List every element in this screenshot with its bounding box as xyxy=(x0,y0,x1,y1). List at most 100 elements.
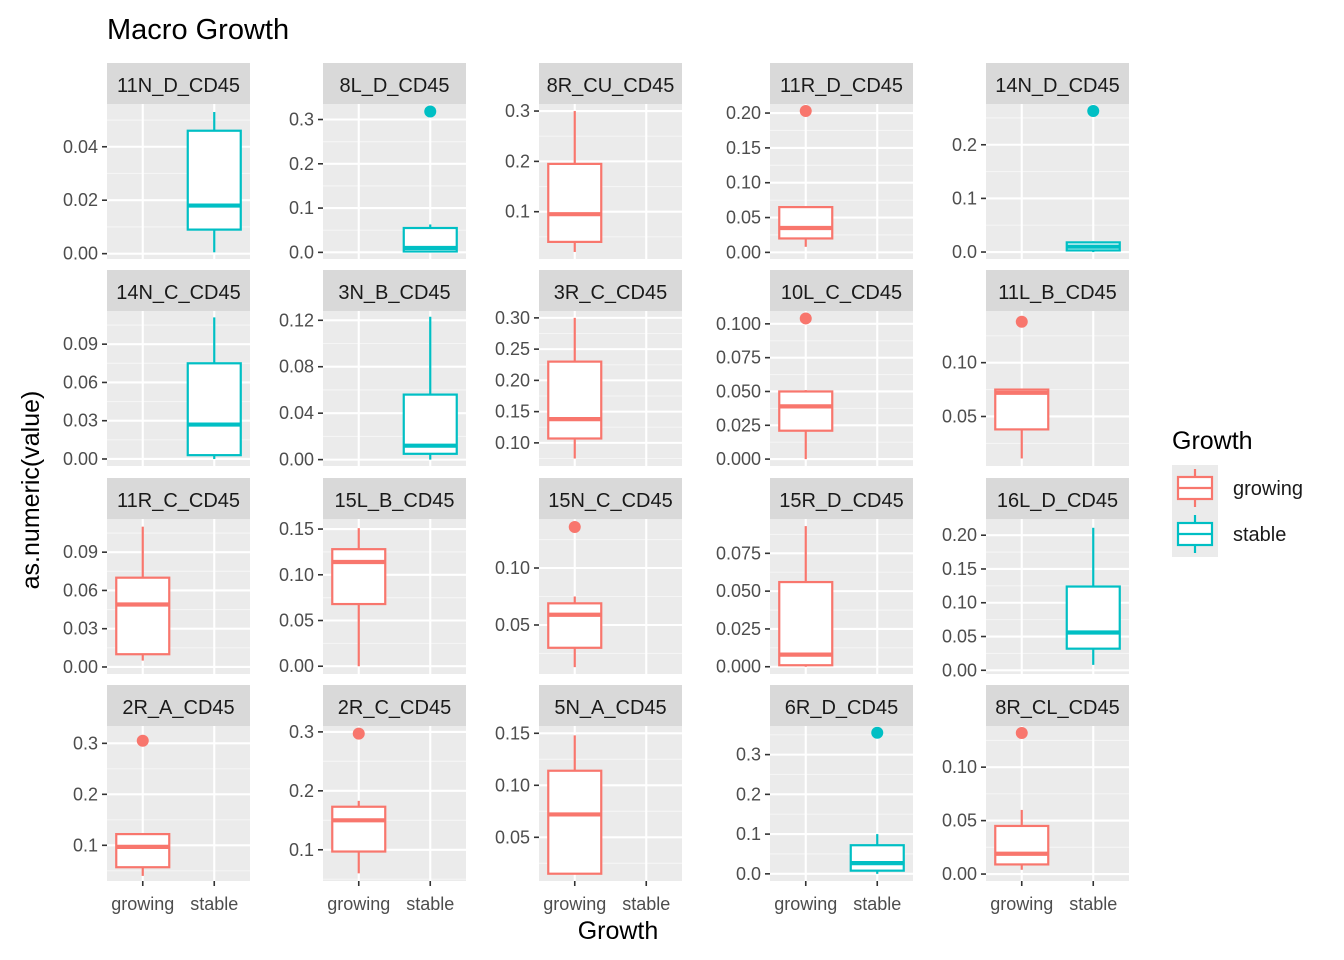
box-growing xyxy=(547,317,603,459)
y-tick-label: 0.075 xyxy=(716,348,761,368)
y-tick-label: 0.2 xyxy=(505,151,530,171)
y-tick-label: 0.00 xyxy=(63,657,98,677)
facet-strip xyxy=(986,270,1129,311)
panel-background xyxy=(986,104,1129,259)
facet-strip-label: 14N_D_CD45 xyxy=(995,75,1120,97)
y-tick-label: 0.2 xyxy=(73,784,98,804)
facet-panel: 8L_D_CD45 0.0 0.1 0.2 0.3 xyxy=(289,63,466,262)
y-tick-label: 0.10 xyxy=(726,173,761,193)
legend-label: growing xyxy=(1233,478,1303,500)
outlier-point xyxy=(424,105,437,118)
box-growing xyxy=(115,526,171,661)
x-tick-label: growing xyxy=(990,894,1053,914)
facet-strip-label: 6R_D_CD45 xyxy=(785,697,898,719)
y-tick-label: 0.25 xyxy=(495,339,530,359)
facet-strip xyxy=(539,270,682,311)
box-iqr xyxy=(994,824,1050,866)
facet-strip xyxy=(107,63,250,104)
x-tick-label: stable xyxy=(1069,894,1117,914)
y-tick-label: 0.10 xyxy=(495,558,530,578)
y-tick-label: 0.05 xyxy=(942,627,977,647)
facet-panel: 11R_D_CD45 0.00 0.05 0.10 0.15 0.20 xyxy=(726,63,913,262)
y-tick-label: 0.20 xyxy=(726,103,761,123)
y-tick-label: 0.075 xyxy=(716,543,761,563)
facet-strip-label: 3N_B_CD45 xyxy=(338,282,450,304)
facet-strip-label: 2R_A_CD45 xyxy=(122,697,234,719)
y-tick-label: 0.025 xyxy=(716,619,761,639)
y-tick-label: 0.00 xyxy=(279,450,314,470)
y-tick-label: 0.09 xyxy=(63,334,98,354)
facet-panel: 6R_D_CD45 0.0 0.1 0.2 0.3 growing stable xyxy=(736,685,913,914)
y-axis-title: as.numeric(value) xyxy=(17,391,45,590)
box-growing xyxy=(547,111,603,252)
facet-panel: 11R_C_CD45 0.00 0.03 0.06 0.09 xyxy=(63,478,250,677)
facet-strip xyxy=(323,270,466,311)
facet-panel: 8R_CU_CD45 0.1 0.2 0.3 xyxy=(505,63,682,259)
y-tick-label: 0.20 xyxy=(942,525,977,545)
y-tick-label: 0.050 xyxy=(716,581,761,601)
y-tick-label: 0.10 xyxy=(942,593,977,613)
facet-strip xyxy=(770,685,913,726)
y-tick-label: 0.03 xyxy=(63,619,98,639)
facet-panel: 8R_CL_CD45 0.00 0.05 0.10 growing stable xyxy=(942,685,1129,914)
facet-strip-label: 15R_D_CD45 xyxy=(779,490,904,512)
box-stable xyxy=(402,105,458,253)
box-iqr xyxy=(331,548,387,606)
y-tick-label: 0.1 xyxy=(289,198,314,218)
y-tick-label: 0.2 xyxy=(736,784,761,804)
facet-strip xyxy=(107,270,250,311)
box-iqr xyxy=(547,360,603,440)
facet-panel: 14N_D_CD45 0.0 0.1 0.2 xyxy=(952,63,1129,262)
outlier-point xyxy=(1087,104,1100,117)
box-growing xyxy=(778,104,834,247)
y-tick-label: 0.15 xyxy=(726,138,761,158)
y-tick-label: 0.05 xyxy=(942,406,977,426)
facet-strip xyxy=(986,685,1129,726)
facet-strip-label: 5N_A_CD45 xyxy=(554,697,666,719)
y-tick-label: 0.05 xyxy=(726,208,761,228)
y-tick-label: 0.04 xyxy=(279,403,314,423)
facet-strip xyxy=(323,478,466,519)
facet-panels: 11N_D_CD45 0.00 0.02 0.04 8L_D_CD45 0.0 0.1 0.2… xyxy=(63,63,1129,914)
box-iqr xyxy=(547,602,603,649)
y-tick-label: 0.15 xyxy=(495,402,530,422)
y-tick-label: 0.050 xyxy=(716,381,761,401)
y-tick-label: 0.000 xyxy=(716,449,761,469)
panel-background xyxy=(323,726,466,881)
legend-label: stable xyxy=(1233,524,1286,546)
facet-strip-label: 3R_C_CD45 xyxy=(554,282,667,304)
y-tick-label: 0.04 xyxy=(63,137,98,157)
y-tick-label: 0.10 xyxy=(279,565,314,585)
facet-panel: 2R_C_CD45 0.1 0.2 0.3 growing stable xyxy=(289,685,466,914)
facet-strip-label: 8L_D_CD45 xyxy=(339,75,449,97)
facet-panel: 11N_D_CD45 0.00 0.02 0.04 xyxy=(63,63,250,264)
facet-panel: 10L_C_CD45 0.000 0.025 0.050 0.075 0.100 xyxy=(716,270,913,469)
legend-title: Growth xyxy=(1172,427,1253,455)
facet-strip-label: 11R_C_CD45 xyxy=(117,490,240,512)
y-tick-label: 0.1 xyxy=(952,188,977,208)
facet-strip xyxy=(770,63,913,104)
y-tick-label: 0.00 xyxy=(63,244,98,264)
facet-panel: 14N_C_CD45 0.00 0.03 0.06 0.09 xyxy=(63,270,250,469)
y-tick-label: 0.10 xyxy=(495,433,530,453)
y-tick-label: 0.06 xyxy=(63,580,98,600)
x-tick-label: stable xyxy=(853,894,901,914)
facet-panel: 3N_B_CD45 0.00 0.04 0.08 0.12 xyxy=(279,270,466,470)
box-growing xyxy=(547,520,603,668)
x-tick-label: growing xyxy=(543,894,606,914)
outlier-point xyxy=(136,734,149,747)
box-iqr xyxy=(186,129,242,231)
x-tick-label: stable xyxy=(622,894,670,914)
box-growing xyxy=(331,528,387,667)
y-tick-label: 0.3 xyxy=(73,733,98,753)
facet-strip xyxy=(986,478,1129,519)
box-stable xyxy=(849,726,905,874)
box-iqr xyxy=(1065,585,1121,650)
outlier-point xyxy=(1015,726,1028,739)
facet-strip-label: 16L_D_CD45 xyxy=(997,490,1118,512)
outlier-point xyxy=(871,726,884,739)
box-iqr xyxy=(331,805,387,853)
y-tick-label: 0.08 xyxy=(279,357,314,377)
y-tick-label: 0.2 xyxy=(289,154,314,174)
y-tick-label: 0.000 xyxy=(716,657,761,677)
